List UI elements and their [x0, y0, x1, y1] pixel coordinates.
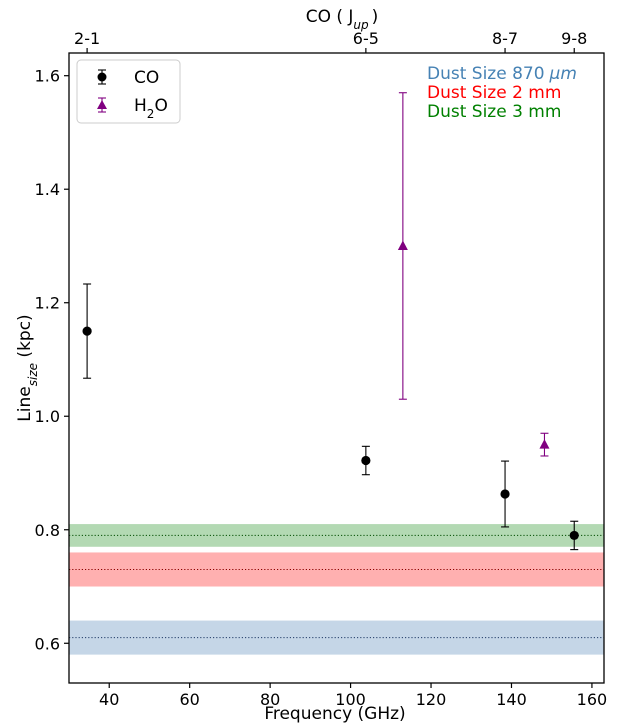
x-tick-label: 60: [179, 690, 199, 709]
band-annotations: Dust Size 870 μm Dust Size 2 mm Dust Size…: [427, 64, 577, 122]
data-series: [82, 92, 579, 551]
series-0: [82, 283, 579, 551]
legend-marker-h2o: [97, 100, 107, 109]
y-tick-label: 0.6: [35, 634, 60, 653]
dust-bands: [69, 524, 604, 655]
x-axis-label: Frequency (GHz): [264, 704, 405, 724]
data-point: [500, 489, 510, 499]
annotation-dust-870um: Dust Size 870 μm: [427, 64, 577, 84]
y-tick-label: 1.2: [35, 294, 60, 313]
series-1: [397, 92, 550, 457]
plot-frame: [68, 52, 605, 684]
top-x-tick-label: 6-5: [353, 29, 379, 48]
data-point: [569, 530, 579, 541]
x-tick-label: 120: [416, 690, 447, 709]
x-tick-label: 160: [577, 690, 608, 709]
top-x-tick-label: 2-1: [74, 29, 100, 48]
x-tick-label: 80: [260, 690, 280, 709]
legend-entry-h2o: H2O: [97, 96, 168, 121]
annotation-dust-3mm: Dust Size 3 mm: [427, 102, 561, 122]
top-x-axis-label: CO ( Jup): [306, 7, 379, 32]
top-x-tick-label: 8-7: [492, 29, 518, 48]
x-tick-label: 100: [335, 690, 366, 709]
legend-label-co: CO: [134, 68, 159, 88]
y-tick-label: 1.6: [35, 67, 60, 86]
axes: 40 60 80 100 120 140 160 0.6 0.8 1.0 1.2 1.4 1.6 2-1 6…: [35, 29, 608, 709]
top-x-tick-label: 9-8: [561, 29, 587, 48]
legend-entry-co: CO: [97, 68, 159, 88]
data-point: [397, 240, 408, 250]
legend-marker-co: [97, 72, 107, 82]
y-tick-label: 0.8: [35, 521, 60, 540]
annotation-dust-2mm: Dust Size 2 mm: [427, 83, 561, 103]
legend: CO H2O: [76, 59, 181, 124]
x-tick-label: 140: [496, 690, 527, 709]
legend-label-h2o: H2O: [134, 96, 168, 121]
data-point: [361, 455, 371, 466]
y-axis-label: Linesize (kpc): [15, 314, 40, 421]
band-fill-2: [69, 524, 604, 547]
y-tick-label: 1.0: [35, 407, 60, 426]
y-tick-label: 1.4: [35, 180, 60, 199]
x-tick-label: 40: [99, 690, 119, 709]
data-point: [539, 439, 550, 449]
data-point: [82, 326, 92, 336]
